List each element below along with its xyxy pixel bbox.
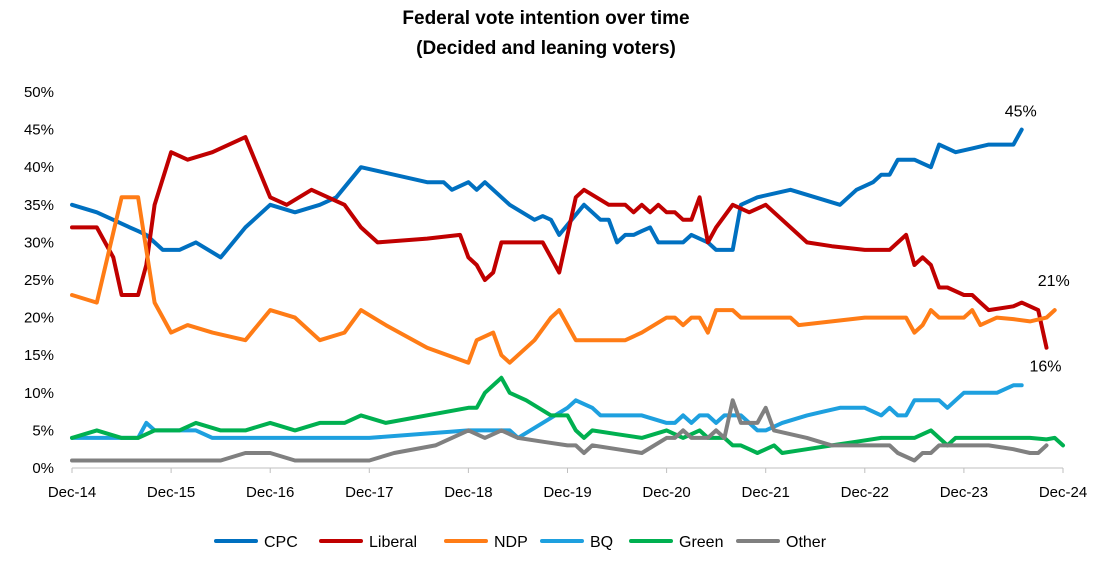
x-tick-label: Dec-20	[642, 484, 690, 501]
data-label-cpc: 45%	[1005, 104, 1037, 121]
legend-label-ndp: NDP	[494, 534, 528, 551]
x-tick-label: Dec-14	[48, 484, 96, 501]
series-line-ndp	[70, 195, 1057, 365]
x-tick-label: Dec-18	[444, 484, 492, 501]
y-tick-label: 30%	[24, 234, 54, 251]
y-tick-label: 45%	[24, 122, 54, 139]
y-tick-label: 15%	[24, 347, 54, 364]
y-tick-label: 35%	[24, 197, 54, 214]
y-tick-label: 5%	[32, 422, 54, 439]
legend-label-liberal: Liberal	[369, 534, 417, 551]
chart-subtitle: (Decided and leaning voters)	[416, 38, 676, 59]
x-tick-label: Dec-19	[543, 484, 591, 501]
legend-label-other: Other	[786, 534, 827, 551]
series-line-cpc	[70, 127, 1024, 260]
y-tick-label: 25%	[24, 272, 54, 289]
legend-label-cpc: CPC	[264, 534, 298, 551]
y-tick-label: 10%	[24, 385, 54, 402]
x-tick-label: Dec-17	[345, 484, 393, 501]
chart-title: Federal vote intention over time	[402, 8, 689, 29]
legend-label-bq: BQ	[590, 534, 613, 551]
x-tick-label: Dec-22	[841, 484, 889, 501]
legend: CPC Liberal NDP BQ Green Other	[214, 534, 827, 551]
x-tick-label: Dec-15	[147, 484, 195, 501]
x-tick-label: Dec-23	[940, 484, 988, 501]
y-tick-label: 20%	[24, 310, 54, 327]
data-label-liberal: 16%	[1029, 359, 1061, 376]
x-tick-label: Dec-21	[742, 484, 790, 501]
series-line-other	[70, 398, 1049, 463]
x-tick-label: Dec-16	[246, 484, 294, 501]
y-tick-label: 0%	[32, 460, 54, 477]
legend-label-green: Green	[679, 534, 723, 551]
y-tick-label: 50%	[24, 84, 54, 101]
series-line-bq	[70, 383, 1024, 440]
series-line-green	[70, 375, 1065, 455]
data-label-ndp: 21%	[1038, 273, 1070, 290]
x-tick-label: Dec-24	[1039, 484, 1087, 501]
plot-area: 0% 5% 10% 15% 20% 25% 30% 35% 40% 45% 50% Dec-14 Dec…	[24, 84, 1087, 501]
y-tick-label: 40%	[24, 159, 54, 176]
series-line-liberal	[70, 135, 1049, 350]
